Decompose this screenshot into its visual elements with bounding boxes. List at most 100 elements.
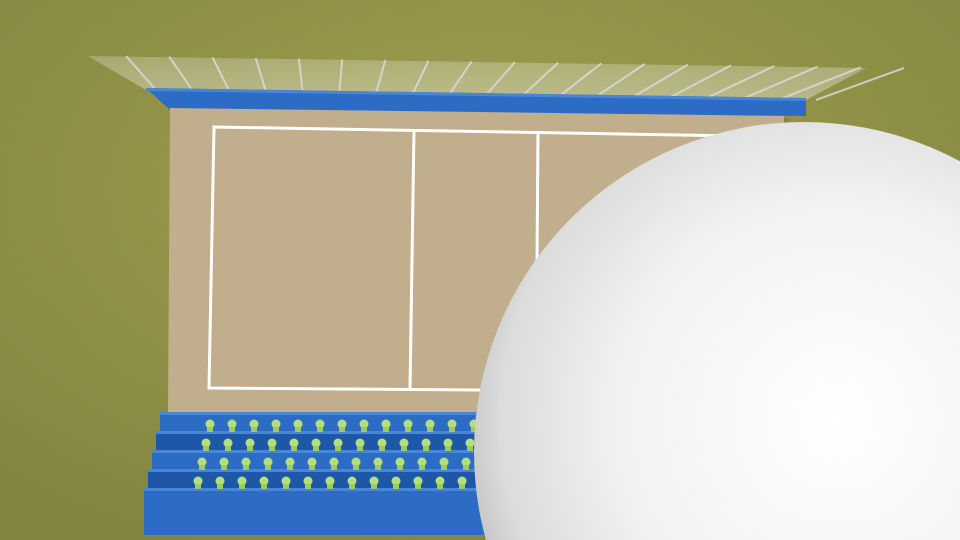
spectator-head [443, 438, 453, 448]
spectator-head [325, 476, 335, 486]
net-post [595, 63, 646, 98]
spectator-head [465, 438, 475, 448]
spectator-body [415, 484, 421, 489]
net-post [297, 58, 304, 93]
spectator-body [419, 465, 425, 470]
net-post [668, 64, 732, 99]
spectator-body [229, 427, 235, 432]
bleacher-row-edge [156, 431, 540, 434]
spectator-head [193, 476, 203, 486]
spectator-body [305, 484, 311, 489]
spectator-body [261, 484, 267, 489]
spectator-body [353, 465, 359, 470]
net-post [411, 60, 430, 95]
spectator-body [331, 465, 337, 470]
spectator-head [307, 457, 317, 467]
spectator-head [241, 457, 251, 467]
spectator-head [303, 476, 313, 486]
spectator-head [263, 457, 273, 467]
spectator-body [397, 465, 403, 470]
bleacher-row-edge [144, 488, 540, 491]
spectator-head [435, 476, 445, 486]
spectator-head [351, 457, 361, 467]
spectator-body [471, 427, 477, 432]
spectator-head [259, 476, 269, 486]
net-post [375, 59, 387, 94]
spectator-body [393, 484, 399, 489]
spectator-head [461, 457, 471, 467]
spectator-head [457, 476, 467, 486]
net-post [778, 66, 862, 101]
net-canopy [88, 56, 866, 100]
spectator-body [467, 446, 473, 451]
net-post [815, 67, 905, 101]
net-post [485, 61, 516, 96]
spectator-head [223, 438, 233, 448]
spectator-head [425, 419, 435, 429]
bleacher-row-edge [160, 412, 540, 415]
spectator-body [317, 427, 323, 432]
spectator-head [347, 476, 357, 486]
spectator-head [337, 419, 347, 429]
spectator-head [329, 457, 339, 467]
net-post [168, 56, 194, 92]
spectator-head [381, 419, 391, 429]
spectator-body [437, 484, 443, 489]
spectator-head [373, 457, 383, 467]
spectator-head [271, 419, 281, 429]
net-post [521, 61, 559, 97]
spectator-body [361, 427, 367, 432]
spectator-head [205, 419, 215, 429]
spectator-body [357, 446, 363, 451]
back-wall-top-edge [146, 88, 806, 101]
spectator-body [401, 446, 407, 451]
spectator-head [421, 438, 431, 448]
spectator-head [359, 419, 369, 429]
spectator-body [335, 446, 341, 451]
spectator-head [285, 457, 295, 467]
spectator-body [371, 484, 377, 489]
spectator-body [239, 484, 245, 489]
spectator-body [207, 427, 213, 432]
spectator-head [237, 476, 247, 486]
spectator-head [227, 419, 237, 429]
spectator-head [245, 438, 255, 448]
spectator-body [423, 446, 429, 451]
net-post [125, 55, 157, 91]
spectator-body [283, 484, 289, 489]
spectator-head [267, 438, 277, 448]
spectator-body [313, 446, 319, 451]
spectator-body [349, 484, 355, 489]
spectator-body [217, 484, 223, 489]
spectator-head [399, 438, 409, 448]
spectator-body [265, 465, 271, 470]
spectator-head [315, 419, 325, 429]
spectator-head [281, 476, 291, 486]
spectator-body [441, 465, 447, 470]
net-post [558, 62, 603, 97]
net-post [254, 57, 267, 92]
spectator-body [199, 465, 205, 470]
spectator-head [201, 438, 211, 448]
net-posts [125, 55, 905, 101]
spectator-body [295, 427, 301, 432]
spectator-body [247, 446, 253, 451]
net-post [448, 60, 473, 96]
spectator-body [287, 465, 293, 470]
spectator-head [417, 457, 427, 467]
spectator-head [215, 476, 225, 486]
spectator-body [243, 465, 249, 470]
spectator-body [383, 427, 389, 432]
spectator-body [379, 446, 385, 451]
spectator-body [195, 484, 201, 489]
spectator-body [269, 446, 275, 451]
spectator-body [445, 446, 451, 451]
net-post [338, 59, 344, 93]
spectator-body [291, 446, 297, 451]
spectator-head [249, 419, 259, 429]
volleyball[interactable] [474, 122, 960, 540]
spectator-body [375, 465, 381, 470]
spectator-head [219, 457, 229, 467]
spectator-head [403, 419, 413, 429]
